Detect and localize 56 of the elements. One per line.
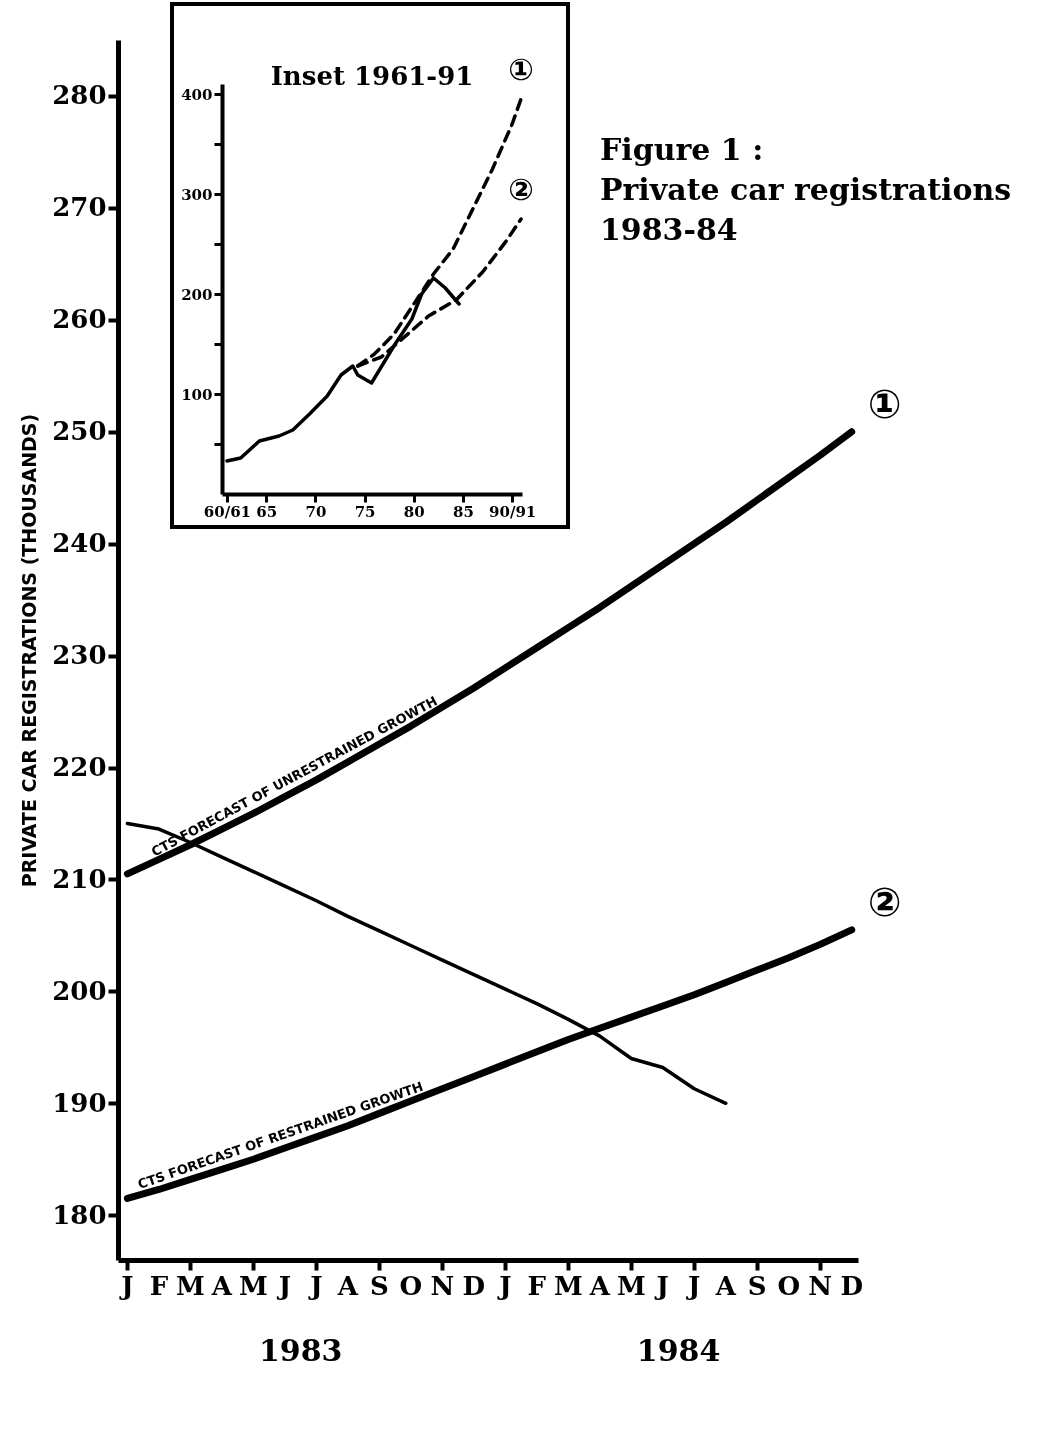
text: 1984 (636, 1333, 721, 1368)
y-tick-label: 400 (181, 85, 213, 104)
text: Private car registrations 1983-84 (600, 171, 1013, 249)
text: Figure 1 : (600, 131, 765, 169)
y-tick-label: 250 (52, 416, 107, 447)
x-tick-label: N (808, 1271, 833, 1301)
x-tick-label: M (553, 1271, 583, 1301)
x-tick-label: A (588, 1271, 611, 1301)
y-tick-label: 300 (181, 185, 213, 204)
y-tick-label: 200 (52, 975, 107, 1006)
y-tick-label: 230 (52, 640, 107, 671)
x-tick-label: O (777, 1271, 801, 1301)
x-tick-label: D (840, 1271, 863, 1301)
y-tick-label: 180 (52, 1199, 107, 1230)
x-tick-label: J (497, 1271, 512, 1301)
series-label: ② (867, 878, 902, 925)
y-tick-label: 240 (52, 528, 107, 559)
x-tick-label: 80 (403, 502, 425, 521)
y-tick-label: 190 (52, 1087, 107, 1118)
y-tick-label: 220 (52, 752, 107, 783)
chart-title: Inset 1961-91 (270, 61, 474, 91)
x-tick-label: 70 (305, 502, 327, 521)
x-tick-label: J (654, 1271, 669, 1301)
text: 1983 (258, 1333, 343, 1368)
series-label: ① (508, 52, 534, 87)
x-tick-label: N (430, 1271, 455, 1301)
x-tick-label: M (616, 1271, 646, 1301)
y-tick-label: 200 (181, 285, 213, 304)
x-tick-label: 60/61 (203, 502, 252, 521)
x-tick-label: J (119, 1271, 134, 1301)
y-axis-title: PRIVATE CAR REGISTRATIONS (THOUSANDS) (18, 413, 41, 888)
x-tick-label: O (399, 1271, 423, 1301)
y-tick-label: 260 (52, 304, 107, 335)
series-label: ② (508, 172, 534, 207)
x-tick-label: M (176, 1271, 205, 1301)
x-tick-label: A (336, 1271, 359, 1301)
x-tick-label: A (210, 1271, 233, 1301)
x-tick-label: J (308, 1271, 323, 1301)
x-tick-label: 85 (453, 502, 474, 521)
x-tick-label: J (686, 1271, 701, 1301)
x-tick-label: M (239, 1271, 268, 1301)
x-tick-label: 75 (354, 502, 376, 521)
y-tick-label: 100 (181, 385, 213, 404)
y-tick-label: 210 (52, 863, 107, 894)
x-tick-label: S (747, 1271, 767, 1301)
x-tick-label: F (527, 1271, 547, 1301)
series-label: ① (867, 380, 902, 427)
y-tick-label: 270 (52, 192, 107, 223)
x-tick-label: F (149, 1271, 169, 1301)
x-tick-label: 90/91 (489, 502, 537, 521)
x-tick-label: J (276, 1271, 292, 1301)
y-tick-label: 280 (52, 80, 107, 111)
x-tick-label: S (369, 1271, 389, 1301)
x-tick-label: D (462, 1271, 486, 1301)
x-tick-label: 65 (256, 502, 278, 521)
x-tick-label: A (714, 1271, 737, 1301)
